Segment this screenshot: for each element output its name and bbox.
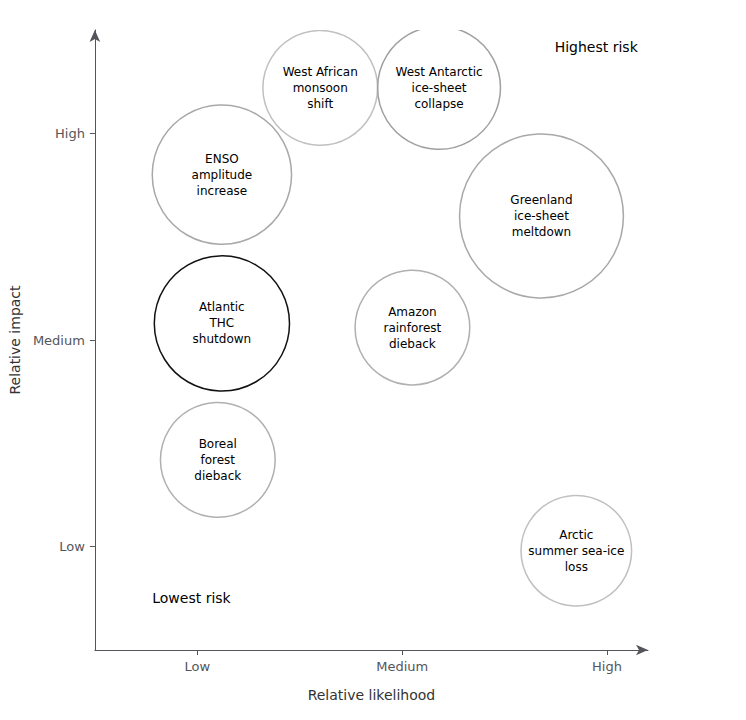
svg-text:ENSO: ENSO bbox=[205, 152, 239, 166]
svg-text:summer sea-ice: summer sea-ice bbox=[528, 544, 624, 558]
svg-text:Arctic: Arctic bbox=[559, 528, 593, 542]
svg-text:High: High bbox=[592, 659, 622, 674]
svg-text:Low: Low bbox=[185, 659, 211, 674]
svg-text:forest: forest bbox=[201, 453, 236, 467]
svg-text:Relative impact: Relative impact bbox=[7, 285, 23, 395]
svg-text:Greenland: Greenland bbox=[510, 193, 572, 207]
svg-text:Medium: Medium bbox=[376, 659, 428, 674]
svg-text:Boreal: Boreal bbox=[199, 437, 237, 451]
svg-text:Relative likelihood: Relative likelihood bbox=[308, 687, 436, 703]
svg-text:Medium: Medium bbox=[33, 333, 85, 348]
svg-text:increase: increase bbox=[197, 184, 248, 198]
svg-text:High: High bbox=[55, 126, 85, 141]
svg-text:THC: THC bbox=[209, 316, 235, 330]
svg-text:Lowest risk: Lowest risk bbox=[152, 590, 231, 606]
svg-text:rainforest: rainforest bbox=[384, 321, 442, 335]
svg-text:loss: loss bbox=[565, 560, 588, 574]
svg-text:ice-sheet: ice-sheet bbox=[412, 81, 467, 95]
svg-text:West African: West African bbox=[283, 65, 358, 79]
svg-text:amplitude: amplitude bbox=[192, 168, 253, 182]
svg-text:Highest risk: Highest risk bbox=[555, 39, 639, 55]
svg-text:monsoon: monsoon bbox=[293, 81, 348, 95]
svg-text:ice-sheet: ice-sheet bbox=[514, 209, 569, 223]
svg-text:collapse: collapse bbox=[414, 97, 463, 111]
svg-text:Low: Low bbox=[59, 539, 85, 554]
svg-text:dieback: dieback bbox=[194, 469, 241, 483]
svg-text:shutdown: shutdown bbox=[193, 332, 252, 346]
svg-text:West Antarctic: West Antarctic bbox=[395, 65, 482, 79]
svg-text:dieback: dieback bbox=[389, 337, 436, 351]
svg-text:shift: shift bbox=[307, 97, 333, 111]
svg-text:meltdown: meltdown bbox=[512, 225, 572, 239]
svg-text:Atlantic: Atlantic bbox=[199, 300, 245, 314]
svg-text:Amazon: Amazon bbox=[388, 305, 437, 319]
